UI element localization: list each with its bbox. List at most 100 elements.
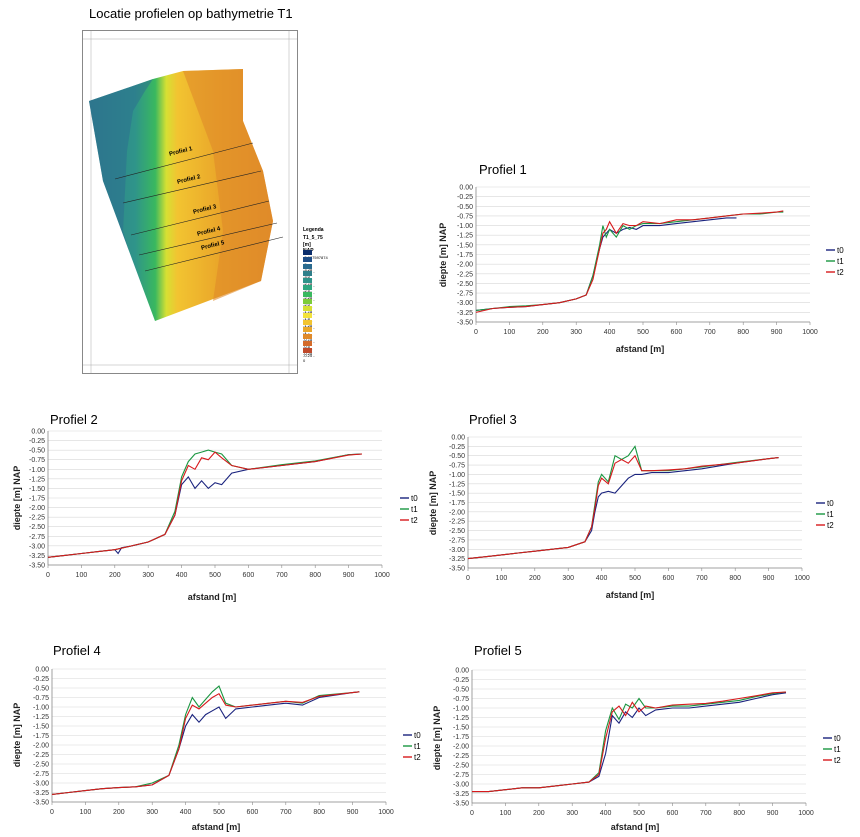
x-tick-label: 100 (500, 810, 512, 817)
legend-label: t2 (827, 521, 834, 530)
y-tick-label: -1.75 (449, 500, 465, 507)
legend-label: t2 (834, 756, 841, 765)
y-tick-label: -3.50 (453, 801, 469, 808)
map-legend-swatch (303, 327, 312, 333)
y-tick-label: -1.75 (29, 496, 45, 503)
y-tick-label: 0.00 (31, 429, 45, 436)
x-axis-label: afstand [m] (188, 592, 237, 602)
y-tick-label: -3.50 (457, 320, 473, 327)
y-tick-label: -2.25 (33, 752, 49, 759)
legend-label: t0 (827, 499, 834, 508)
y-tick-label: -3.00 (457, 300, 473, 307)
y-tick-label: -3.00 (453, 782, 469, 789)
legend-label: t1 (414, 742, 421, 751)
y-tick-label: -3.25 (29, 553, 45, 560)
y-tick-label: -0.50 (33, 686, 49, 693)
x-tick-label: 300 (570, 329, 582, 336)
y-tick-label: -1.00 (29, 467, 45, 474)
y-tick-label: -3.25 (457, 310, 473, 317)
x-tick-label: 400 (596, 575, 608, 582)
legend-label: t1 (834, 745, 841, 754)
x-axis-label: afstand [m] (616, 344, 665, 354)
x-tick-label: 400 (176, 572, 188, 579)
map-legend-item: -0.25 - 0 (303, 348, 315, 363)
bathymetry-map-graphic (83, 31, 297, 373)
y-tick-label: -1.25 (457, 233, 473, 240)
y-tick-label: -2.00 (457, 262, 473, 269)
x-tick-label: 1000 (374, 572, 390, 579)
series-line-t1 (47, 449, 363, 558)
y-tick-label: -1.00 (453, 706, 469, 713)
chart-legend: t0 t1 t2 (826, 246, 844, 277)
series-line-t1 (475, 211, 784, 311)
y-tick-label: -0.25 (29, 438, 45, 445)
x-tick-label: 700 (696, 575, 708, 582)
x-axis-label: afstand [m] (611, 822, 660, 832)
y-tick-label: -2.25 (457, 271, 473, 278)
x-axis-label: afstand [m] (606, 590, 655, 600)
legend-label: t1 (411, 505, 418, 514)
y-tick-label: -2.50 (449, 528, 465, 535)
x-tick-label: 800 (733, 810, 745, 817)
y-tick-label: -1.00 (33, 705, 49, 712)
y-tick-label: -2.75 (33, 771, 49, 778)
y-tick-label: -2.50 (33, 762, 49, 769)
x-tick-label: 900 (767, 810, 779, 817)
x-tick-label: 600 (247, 809, 259, 816)
y-tick-label: -0.50 (449, 453, 465, 460)
legend-label: t1 (837, 257, 844, 266)
x-axis-label: afstand [m] (192, 822, 241, 832)
x-tick-label: 1000 (802, 329, 818, 336)
y-tick-label: -2.75 (453, 772, 469, 779)
x-tick-label: 600 (243, 572, 255, 579)
profile-chart: Profiel 1 0.00 -0.25 -0.50 -0.75 -1.00 -1.25 -1… (438, 162, 844, 354)
x-tick-label: 1000 (378, 809, 394, 816)
series-line-t1 (472, 691, 787, 793)
y-tick-label: -1.00 (449, 472, 465, 479)
map-legend-title: Legenda (303, 227, 324, 233)
x-tick-label: 1000 (798, 810, 814, 817)
y-axis-label: diepte [m] NAP (432, 706, 442, 771)
map-legend-swatch (303, 348, 312, 354)
x-tick-label: 200 (529, 575, 541, 582)
y-axis-label: diepte [m] NAP (12, 466, 22, 531)
y-tick-label: -0.50 (29, 448, 45, 455)
x-tick-label: 900 (347, 809, 359, 816)
y-tick-label: -3.25 (453, 791, 469, 798)
y-tick-label: -0.75 (33, 695, 49, 702)
x-tick-label: 100 (76, 572, 88, 579)
legend-label: t2 (414, 753, 421, 762)
x-tick-label: 700 (280, 809, 292, 816)
x-tick-label: 300 (146, 809, 158, 816)
legend-label: t0 (837, 246, 844, 255)
x-tick-label: 500 (633, 810, 645, 817)
x-tick-label: 0 (46, 572, 50, 579)
map-legend-swatch (303, 313, 312, 319)
chart-legend: t0 t1 t2 (400, 494, 418, 525)
x-tick-label: 800 (309, 572, 321, 579)
y-tick-label: -1.25 (29, 476, 45, 483)
legend-label: t2 (837, 268, 844, 277)
legend-label: t0 (834, 734, 841, 743)
map-legend-swatch (303, 250, 312, 256)
map-legend-swatch (303, 257, 312, 263)
map-legend-swatch (303, 334, 312, 340)
y-tick-label: -2.75 (449, 537, 465, 544)
x-tick-label: 800 (729, 575, 741, 582)
x-tick-label: 300 (142, 572, 154, 579)
series-line-t2 (475, 210, 784, 313)
x-tick-label: 100 (496, 575, 508, 582)
series-line-t1 (51, 685, 360, 795)
x-tick-label: 300 (562, 575, 574, 582)
y-tick-label: -2.25 (449, 519, 465, 526)
chart-title: Profiel 3 (469, 412, 517, 427)
chart-legend: t0 t1 t2 (816, 499, 834, 530)
x-tick-label: 400 (604, 329, 616, 336)
y-tick-label: -0.75 (29, 457, 45, 464)
y-tick-label: -3.50 (33, 800, 49, 807)
series-line-t0 (472, 692, 787, 793)
x-tick-label: 500 (637, 329, 649, 336)
y-tick-label: -0.50 (457, 204, 473, 211)
x-tick-label: 1000 (794, 575, 810, 582)
x-tick-label: 200 (533, 810, 545, 817)
